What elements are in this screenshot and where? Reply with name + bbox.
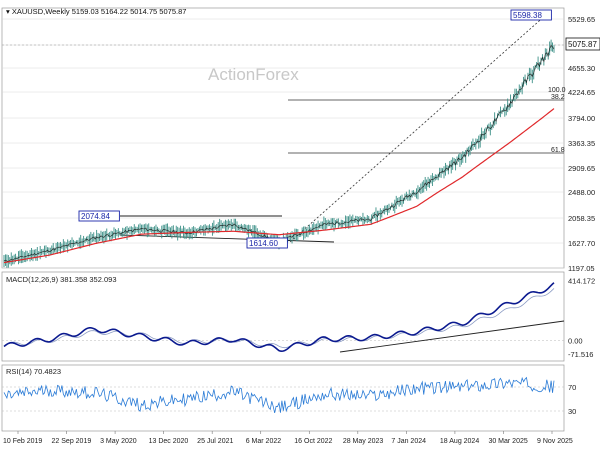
chart-header-title: ▾ XAUUSD,Weekly 5159.03 5164.22 5014.75 … [6,7,186,16]
price-tick-label: 3363.35 [568,139,595,148]
price-tick-label: 2909.65 [568,164,595,173]
macd-tick-label: 414.172 [568,276,595,285]
high-label: 5598.38 [513,11,542,20]
x-tick-label: 25 Jul 2021 [197,438,233,445]
x-tick-label: 10 Feb 2019 [3,438,42,445]
rsi-line [3,376,555,414]
macd-tick-label: 0.00 [568,337,583,346]
x-tick-label: 13 Dec 2020 [149,438,189,445]
last-price-tag: 5075.87 [568,40,597,49]
macd-signal-line [3,288,555,349]
rsi-tick-label: 30 [568,407,576,416]
low-label-box [246,237,288,249]
watermark: ActionForex [208,65,299,84]
fib-61-label: 61.8 [551,147,565,154]
x-tick-label: 28 May 2023 [343,438,384,445]
macd-line [3,282,555,352]
x-tick-label: 22 Sep 2019 [52,438,92,445]
price-tick-label: 2058.35 [568,214,595,223]
x-tick-label: 18 Aug 2024 [440,438,479,445]
rsi-tick-label: 70 [568,383,576,392]
left-high-label-box [78,210,120,222]
left-high-label: 2074.84 [81,212,110,221]
fib-38-label: 38.2 [551,94,565,101]
x-tick-label: 9 Nov 2025 [537,438,573,445]
macd-panel [1,271,565,362]
price-tick-label: 4224.65 [568,88,595,97]
low-label: 1614.60 [249,239,278,248]
rsi-title: RSI(14) 70.4823 [6,367,61,376]
x-tick-label: 7 Jan 2024 [391,438,426,445]
high-label-box [510,9,552,21]
price-tick-label: 1197.05 [568,264,595,273]
price-tick-label: 2488.00 [568,188,595,197]
trend-dotted-line [289,13,548,243]
price-tick-label: 1627.70 [568,239,595,248]
x-tick-label: 16 Oct 2022 [294,438,332,445]
price-tick-label: 5529.65 [568,15,595,24]
support-line [119,234,335,243]
ma-line [3,108,555,264]
x-tick-label: 30 Mar 2025 [488,438,527,445]
fib-100-label: 100.0 [548,87,566,94]
x-tick-label: 6 Mar 2022 [246,438,282,445]
price-tick-label: 4655.30 [568,64,595,73]
macd-tick-label: -71.516 [568,350,593,359]
macd-trend-line [339,320,565,353]
last-price-tag-box [565,37,600,51]
rsi-panel [1,364,565,432]
macd-title: MACD(12,26,9) 381.358 352.093 [6,275,117,284]
price-panel [1,7,565,269]
price-tick-label: 3794.00 [568,114,595,123]
x-tick-label: 3 May 2020 [100,438,137,445]
